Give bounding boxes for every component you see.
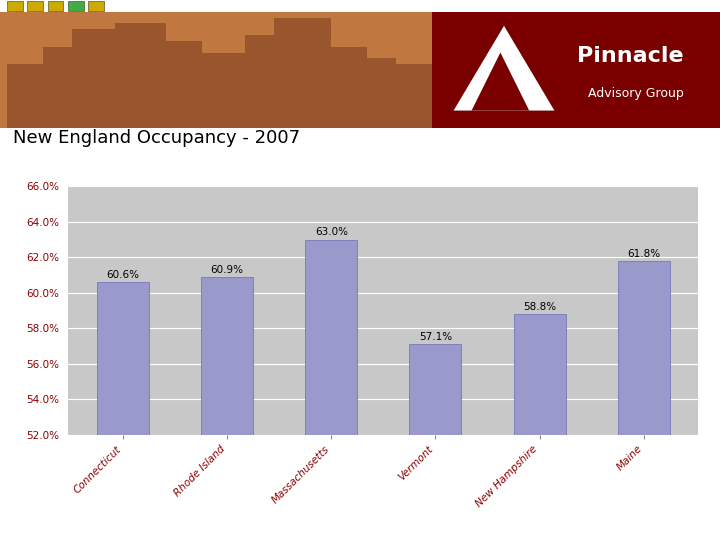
Text: 63.0%: 63.0%	[315, 227, 348, 238]
Bar	[0, 12, 446, 128]
Bar	[7, 1, 23, 11]
Bar	[97, 282, 149, 540]
Text: 60.6%: 60.6%	[107, 270, 140, 280]
Bar	[618, 261, 670, 540]
Bar	[432, 12, 720, 128]
Polygon shape	[454, 26, 554, 111]
Text: 58.8%: 58.8%	[523, 302, 556, 312]
Text: New England Occupancy - 2007: New England Occupancy - 2007	[13, 129, 300, 147]
Bar	[202, 52, 245, 128]
Text: Pinnacle: Pinnacle	[577, 46, 684, 66]
Bar	[166, 41, 202, 128]
Text: 61.8%: 61.8%	[627, 249, 660, 259]
Bar	[274, 18, 331, 128]
Bar	[513, 314, 566, 540]
Bar	[68, 1, 84, 11]
Bar	[88, 1, 104, 11]
Bar	[396, 64, 439, 128]
Bar	[305, 240, 357, 540]
Bar	[7, 64, 43, 128]
Text: 60.9%: 60.9%	[211, 265, 243, 275]
Bar	[115, 23, 166, 128]
Text: Advisory Group: Advisory Group	[588, 86, 684, 100]
Bar	[367, 58, 396, 128]
Text: Source:  Smith Travel Research/Pinnacle Advisory Group: Source: Smith Travel Research/Pinnacle A…	[11, 514, 385, 527]
Bar	[43, 47, 72, 128]
Text: 57.1%: 57.1%	[419, 332, 452, 342]
Bar	[48, 1, 63, 11]
Bar	[72, 29, 115, 128]
Bar	[410, 344, 462, 540]
Bar	[201, 277, 253, 540]
Bar	[245, 35, 274, 128]
Bar	[27, 1, 43, 11]
Bar	[331, 47, 367, 128]
Polygon shape	[472, 52, 529, 111]
